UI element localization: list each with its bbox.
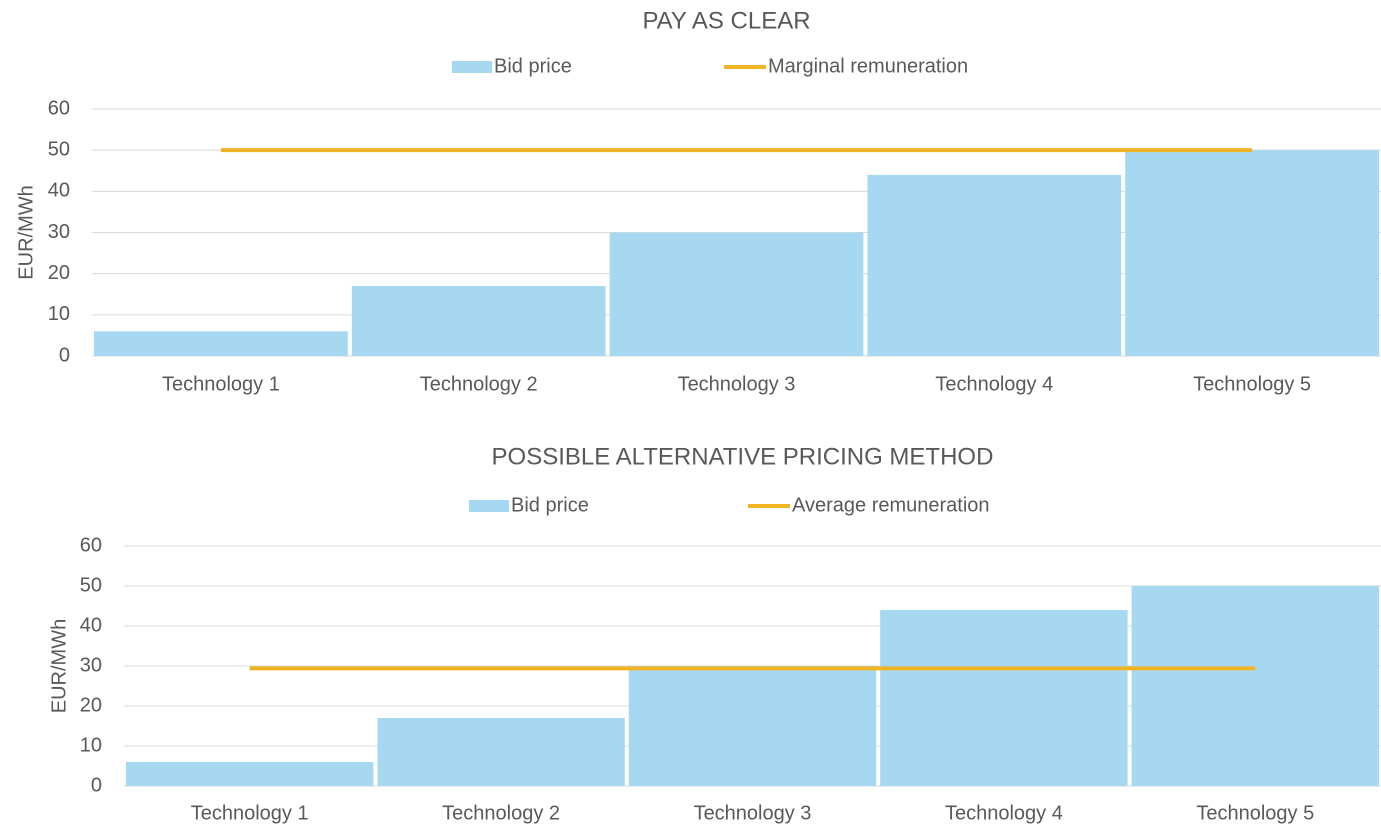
x-tick-label: Technology 1 — [162, 373, 280, 395]
x-tick-label: Technology 1 — [191, 802, 309, 824]
x-tick-label: Technology 4 — [945, 802, 1063, 824]
y-tick-label: 20 — [48, 262, 70, 284]
y-tick-label: 10 — [80, 734, 102, 756]
y-tick-label: 30 — [48, 221, 70, 243]
legend-swatch — [452, 61, 492, 73]
x-tick-label: Technology 2 — [442, 802, 560, 824]
x-tick-label: Technology 3 — [678, 373, 796, 395]
bar — [377, 718, 625, 786]
bar — [351, 286, 606, 356]
bar — [1131, 586, 1379, 786]
legend-label: Marginal remuneration — [768, 55, 968, 77]
y-tick-label: 60 — [48, 97, 70, 119]
legend-label: Bid price — [511, 494, 589, 516]
y-axis-label: EUR/MWh — [48, 619, 70, 713]
y-tick-label: 10 — [48, 303, 70, 325]
y-tick-label: 60 — [80, 534, 102, 556]
x-tick-label: Technology 2 — [420, 373, 538, 395]
bar — [880, 610, 1128, 786]
legend-label: Average remuneration — [792, 494, 990, 516]
x-tick-label: Technology 4 — [935, 373, 1053, 395]
y-tick-label: 20 — [80, 694, 102, 716]
x-tick-label: Technology 3 — [694, 802, 812, 824]
bar — [126, 762, 374, 786]
x-tick-label: Technology 5 — [1193, 373, 1311, 395]
bar — [94, 331, 348, 356]
bar — [628, 666, 877, 786]
y-tick-label: 30 — [80, 654, 102, 676]
y-tick-label: 40 — [48, 180, 70, 202]
y-tick-label: 50 — [80, 574, 102, 596]
y-tick-label: 40 — [80, 614, 102, 636]
bar — [609, 232, 864, 356]
chart-title: PAY AS CLEAR — [642, 7, 810, 34]
legend-swatch — [469, 500, 509, 512]
y-tick-label: 50 — [48, 138, 70, 160]
y-tick-label: 0 — [59, 344, 70, 366]
legend-label: Bid price — [494, 55, 572, 77]
x-tick-label: Technology 5 — [1196, 802, 1314, 824]
y-axis-label: EUR/MWh — [15, 185, 37, 279]
bar — [867, 174, 1122, 356]
y-tick-label: 0 — [91, 774, 102, 796]
bar — [1125, 150, 1379, 356]
chart-title: POSSIBLE ALTERNATIVE PRICING METHOD — [492, 443, 994, 470]
